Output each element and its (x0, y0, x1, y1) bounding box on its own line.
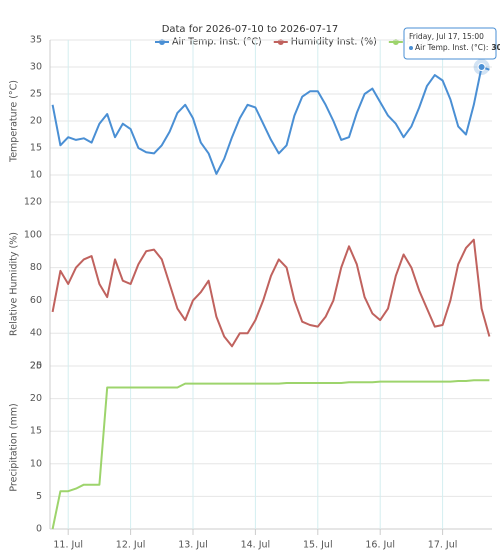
legend-label: Humidity Inst. (%) (291, 37, 377, 48)
x-tick-label: 14. Jul (241, 540, 271, 551)
x-tick-label: 12. Jul (116, 540, 146, 551)
x-tick-label: 16. Jul (365, 540, 395, 551)
x-tick-label: 11. Jul (53, 540, 83, 551)
series-line (51, 66, 490, 175)
tooltip: Friday, Jul 17, 15:00 Air Temp. Inst. (°C… (403, 27, 500, 60)
y-axis-title: Precipitation (mm) (9, 403, 20, 491)
tooltip-value: 30 (491, 43, 500, 52)
tooltip-swatch (409, 46, 413, 50)
series-line (51, 379, 490, 530)
y-tick-label: 10 (30, 458, 42, 469)
legend: Air Temp. Inst. (°C)Humidity Inst. (%)Pr… (155, 37, 438, 48)
y-tick-label: 80 (30, 262, 42, 273)
y-tick-label: 20 (30, 393, 42, 404)
y-tick-label: 5 (36, 491, 42, 502)
y-tick-label: 25 (30, 361, 42, 372)
y-tick-label: 20 (30, 361, 42, 372)
y-tick-label: 35 (30, 35, 42, 46)
tooltip-label: Air Temp. Inst. (°C): (415, 43, 488, 52)
y-axis-title: Relative Humidity (%) (9, 232, 20, 336)
y-tick-label: 30 (30, 62, 42, 73)
tooltip-title: Friday, Jul 17, 15:00 (409, 32, 484, 41)
y-tick-label: 15 (30, 426, 42, 437)
legend-label: Air Temp. Inst. (°C) (172, 37, 262, 48)
highlight-point (477, 63, 486, 71)
y-tick-label: 20 (30, 116, 42, 127)
x-tick-label: 17. Jul (428, 540, 458, 551)
x-tick-label: 13. Jul (178, 540, 208, 551)
y-tick-label: 25 (30, 89, 42, 100)
x-tick-label: 15. Jul (303, 540, 333, 551)
y-axis-title: Temperature (°C) (9, 80, 20, 163)
y-tick-label: 0 (36, 524, 42, 535)
y-tick-label: 60 (30, 295, 42, 306)
y-tick-label: 120 (24, 197, 42, 208)
y-tick-label: 15 (30, 143, 42, 154)
tooltip-box (403, 27, 497, 60)
chart-title: Data for 2026-07-10 to 2026-07-17 (162, 24, 339, 35)
series-line (51, 238, 491, 348)
y-tick-label: 40 (30, 328, 42, 339)
y-tick-label: 10 (30, 170, 42, 181)
y-tick-label: 100 (24, 229, 42, 240)
